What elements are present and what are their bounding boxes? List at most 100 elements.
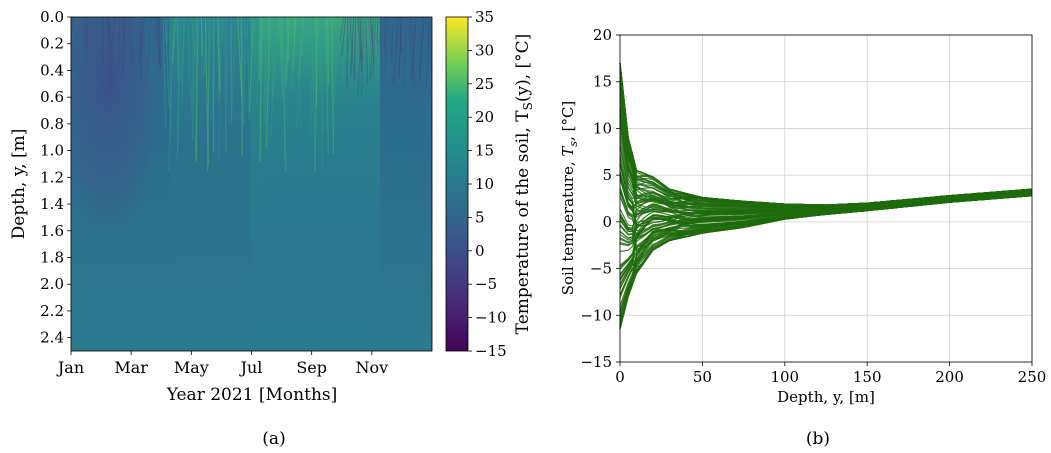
heatmap-streak	[314, 17, 319, 173]
heatmap-streak	[270, 17, 277, 139]
heatmap-streak	[353, 17, 357, 80]
heatmap-streak	[265, 17, 271, 147]
heatmap-streak	[325, 17, 329, 154]
temperature-profile-line	[619, 195, 1033, 330]
line-ytick-label: 10	[593, 119, 612, 137]
colorbar-tick-label: 5	[475, 208, 485, 226]
heatmap-streak	[71, 17, 74, 46]
heatmap-streak	[195, 17, 198, 162]
heatmap-streak	[186, 17, 192, 101]
line-xtick-label: 0	[615, 368, 625, 386]
line-ytick-label: −15	[580, 353, 612, 371]
heatmap-streak	[367, 17, 372, 43]
heatmap-streak	[162, 17, 167, 129]
heatmap-streak	[200, 17, 203, 56]
heatmap-streak	[425, 17, 431, 95]
heatmap-streak	[299, 17, 303, 56]
heatmap-streak	[176, 17, 179, 80]
heatmap-streak	[333, 17, 340, 44]
heatmap-streak	[131, 17, 136, 85]
heatmap-streak	[210, 17, 216, 123]
heatmap-ytick-label: 0.6	[40, 88, 64, 106]
temperature-profile-line	[619, 87, 1033, 207]
heatmap-streak	[180, 17, 186, 84]
heatmap-streak	[154, 17, 160, 65]
heatmap-streak	[407, 17, 410, 46]
heatmap-ytick-label: 0.8	[40, 115, 64, 133]
heatmap-streak	[403, 17, 406, 39]
heatmap-streak	[339, 17, 345, 42]
temperature-profile-line	[619, 63, 1033, 206]
heatmap-streak	[421, 17, 427, 96]
heatmap-streak	[266, 17, 269, 53]
heatmap-streak	[190, 17, 196, 55]
colorbar-tick-label: −10	[475, 309, 507, 327]
temperature-profile-line	[619, 93, 1033, 207]
heatmap-streak	[72, 17, 76, 73]
heatmap-xtick-label: Jul	[239, 358, 263, 377]
temperature-profile-line	[619, 70, 1033, 206]
heatmap-streak	[128, 17, 134, 70]
heatmap-streak	[146, 17, 152, 69]
heatmap-streak	[305, 17, 308, 69]
heatmap-streak	[411, 17, 417, 80]
heatmap-streak	[298, 17, 305, 79]
heatmap-streak	[218, 17, 221, 100]
heatmap-streak	[359, 17, 363, 61]
heatmap-streak	[129, 17, 134, 41]
line-xlabel: Depth, y, [m]	[777, 388, 875, 406]
heatmap-streak	[270, 17, 275, 52]
temperature-profile-line	[619, 193, 1033, 275]
heatmap-streak	[207, 17, 210, 172]
heatmap-streak	[245, 17, 251, 39]
heatmap-ytick-label: 2.0	[40, 275, 64, 293]
temperature-profile-line	[619, 65, 1033, 206]
heatmap-streak	[207, 17, 212, 115]
heatmap-streak	[336, 17, 341, 58]
temperature-profile-line	[619, 70, 1033, 206]
heatmap-streak	[106, 17, 112, 54]
heatmap-ytick-label: 1.0	[40, 142, 64, 160]
line-xtick-label: 250	[1018, 368, 1047, 386]
heatmap-streak	[417, 17, 422, 93]
heatmap-streak	[283, 17, 287, 159]
heatmap-streak	[280, 17, 287, 173]
heatmap-streak	[140, 17, 144, 81]
line-frame	[619, 34, 1033, 363]
temperature-profile-line	[619, 63, 1033, 206]
heatmap-streak	[168, 17, 174, 172]
heatmap-xtick-label: Nov	[355, 358, 388, 377]
heatmap-streak	[128, 17, 132, 67]
heatmap-streak	[334, 17, 339, 88]
heatmap-streak	[230, 17, 237, 124]
heatmap-streak	[194, 17, 200, 150]
colorbar-tick-label: 20	[475, 108, 494, 126]
heatmap-streak	[340, 17, 347, 57]
colorbar-tick-label: 35	[475, 8, 494, 26]
heatmap-streak	[187, 17, 190, 94]
heatmap-ytick-label: 1.2	[40, 168, 64, 186]
colorbar-tick-label: 15	[475, 142, 494, 160]
heatmap-panel: 0.00.20.40.60.81.01.21.41.61.82.02.22.4 …	[9, 8, 535, 449]
heatmap-streak	[418, 17, 421, 75]
heatmap-streak	[302, 17, 309, 73]
heatmap-streak	[284, 17, 291, 86]
colorbar-tick-label: 10	[475, 175, 494, 193]
heatmap-streak	[296, 17, 303, 129]
heatmap-streak	[158, 17, 162, 70]
heatmap-xtick-label: Jan	[56, 358, 84, 377]
heatmap-streak	[78, 17, 81, 78]
heatmap-streak	[418, 17, 425, 82]
heatmap-streak	[200, 17, 204, 76]
temperature-profile-line	[619, 63, 1033, 206]
heatmap-streak	[240, 17, 243, 156]
heatmap-streak	[94, 17, 99, 74]
temperature-profile-line	[619, 63, 1033, 206]
panel-label-b: (b)	[806, 429, 830, 449]
heatmap-streak	[383, 17, 387, 51]
heatmap-streak	[177, 17, 180, 154]
heatmap-streak	[383, 17, 386, 61]
heatmap-streak	[99, 17, 102, 95]
heatmap-streak	[248, 17, 255, 111]
heatmap-streak	[108, 17, 113, 93]
